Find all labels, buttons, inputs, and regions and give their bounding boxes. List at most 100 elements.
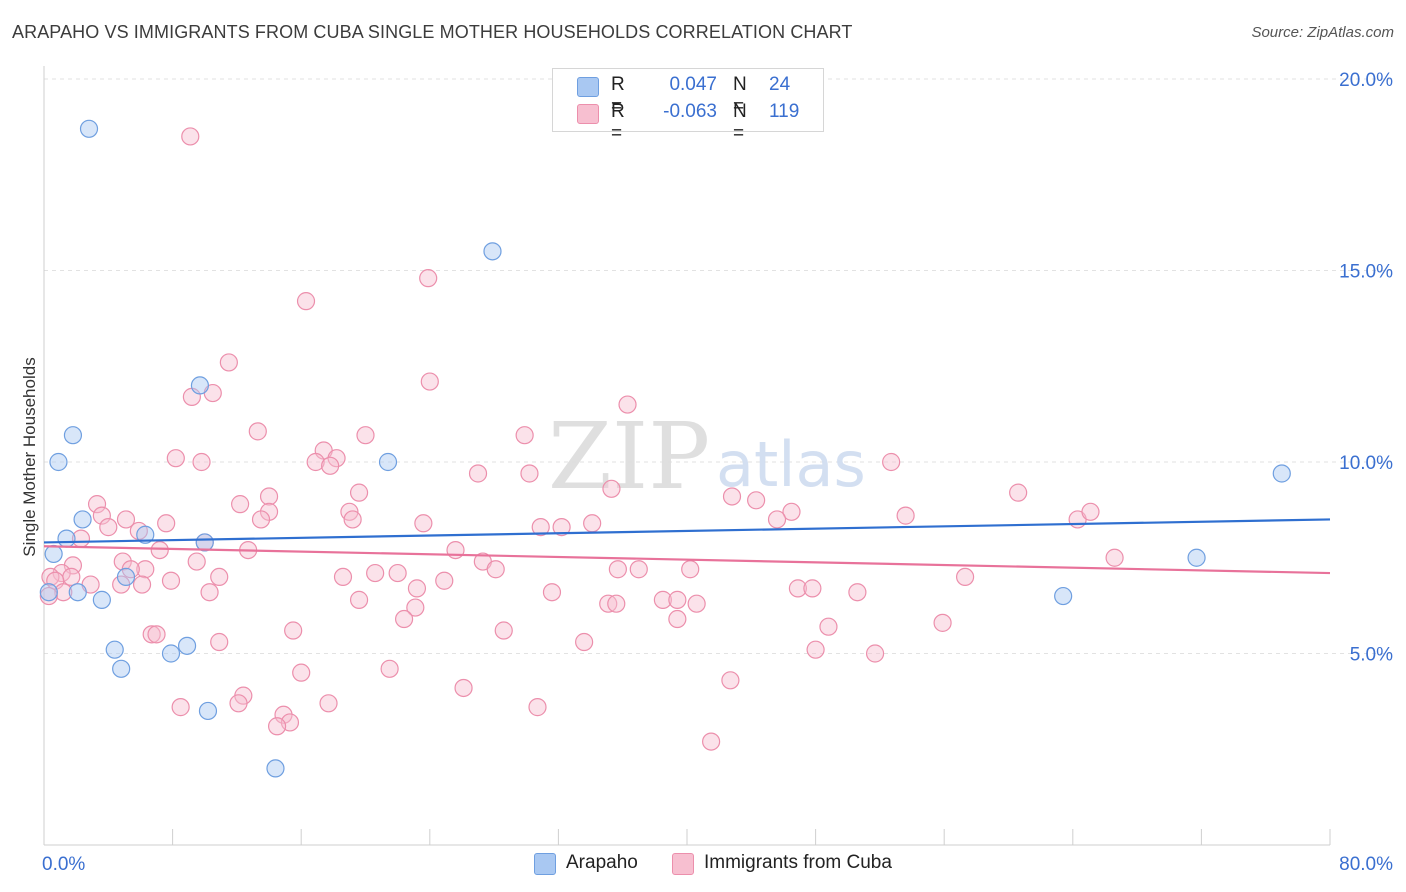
cuba-trend-line xyxy=(43,545,1331,575)
cuba-point xyxy=(486,560,505,579)
cuba-point xyxy=(933,613,952,632)
cuba-point xyxy=(251,510,271,529)
arapaho-point xyxy=(1054,586,1073,606)
cuba-point xyxy=(618,395,637,414)
gridlines xyxy=(44,78,1394,654)
legend-swatch-cuba xyxy=(672,853,694,875)
chart-title: ARAPAHO VS IMMIGRANTS FROM CUBA SINGLE M… xyxy=(12,22,853,42)
cuba-point xyxy=(515,426,534,445)
axis-labels: 5.0% 10.0% 15.0% 20.0% 0.0% 80.0% Single Mothe… xyxy=(20,70,1393,875)
arapaho-point xyxy=(49,452,68,472)
axes xyxy=(43,66,1331,846)
cuba-point xyxy=(132,575,152,594)
cuba-point xyxy=(520,464,539,483)
arapaho-point xyxy=(190,376,210,395)
cuba-point xyxy=(1081,502,1100,521)
cuba-point xyxy=(848,583,867,602)
cuba-point xyxy=(229,694,248,713)
arapaho-point xyxy=(63,426,83,445)
cuba-point xyxy=(142,625,161,644)
arapaho-point xyxy=(44,544,63,564)
cuba-point xyxy=(147,625,166,644)
legend-swatch-arapaho xyxy=(577,77,599,97)
cuba-point xyxy=(161,571,181,590)
cuba-point xyxy=(420,372,439,391)
cuba-point xyxy=(528,698,547,717)
cuba-point xyxy=(150,540,169,560)
cuba-point xyxy=(1009,483,1028,502)
cuba-point xyxy=(219,353,238,372)
cuba-point xyxy=(136,560,155,579)
cuba-point xyxy=(668,609,687,629)
r-label: R = xyxy=(611,101,625,144)
r-label: R = xyxy=(611,74,625,117)
arapaho-point xyxy=(136,525,155,544)
cuba-point xyxy=(896,506,915,525)
arapaho-point xyxy=(57,529,76,548)
n-label: N = xyxy=(733,101,747,144)
arapaho-point xyxy=(161,644,181,663)
cuba-point xyxy=(366,563,385,583)
cuba-point xyxy=(349,590,369,609)
cuba-point xyxy=(116,510,136,529)
cuba-point xyxy=(210,567,229,587)
arapaho-point xyxy=(112,659,131,678)
cuba-point xyxy=(267,717,287,736)
n-value: 24 xyxy=(769,74,791,95)
cuba-point xyxy=(607,594,626,613)
cuba-point xyxy=(702,732,721,751)
cuba-point xyxy=(608,560,627,579)
cuba-point xyxy=(865,644,885,663)
cuba-point xyxy=(575,632,594,652)
cuba-point xyxy=(356,426,375,445)
cuba-point xyxy=(248,422,267,441)
cuba-point xyxy=(333,567,353,587)
cuba-point xyxy=(788,579,808,598)
cuba-point xyxy=(210,632,229,652)
arapaho-point xyxy=(116,567,136,587)
y-axis-label: Single Mother Households xyxy=(20,357,39,556)
cuba-point xyxy=(166,449,185,468)
cuba-point xyxy=(200,583,219,602)
cuba-point xyxy=(454,678,473,698)
watermark-zip: ZIP xyxy=(548,403,710,510)
legend-label: Arapaho xyxy=(566,852,638,873)
cuba-point xyxy=(681,560,700,579)
cuba-point xyxy=(468,464,488,483)
legend-swatch-cuba xyxy=(577,104,599,124)
n-value: 119 xyxy=(769,101,800,122)
x-tick-label: 0.0% xyxy=(42,854,85,875)
cuba-point xyxy=(306,452,325,472)
n-label: N = xyxy=(733,74,747,117)
cuba-point xyxy=(955,567,975,587)
cuba-point xyxy=(767,510,787,529)
cuba-point xyxy=(171,698,190,717)
cuba-point xyxy=(181,127,200,146)
cuba-point xyxy=(494,621,513,640)
cuba-point xyxy=(552,518,571,537)
source-label: Source: ZipAtlas.com xyxy=(1251,24,1394,41)
cuba-point xyxy=(653,590,672,609)
arapaho-point xyxy=(483,242,502,261)
cuba-point xyxy=(722,487,742,506)
cuba-point xyxy=(583,514,602,533)
arapaho-point xyxy=(1187,548,1206,567)
cuba-point xyxy=(1105,548,1124,567)
cuba-point xyxy=(296,292,316,311)
stats-legend: R = 0.047 N = 24 R = -0.063 N = 119 xyxy=(552,68,824,144)
cuba-point xyxy=(349,483,369,502)
cuba-point xyxy=(782,502,801,521)
cuba-point xyxy=(259,487,279,506)
cuba-point xyxy=(380,659,399,678)
cuba-point xyxy=(319,694,338,713)
watermark: ZIP atlas xyxy=(548,403,866,510)
cuba-point xyxy=(819,617,838,636)
cuba-point xyxy=(99,518,118,537)
cuba-point xyxy=(882,452,901,472)
cuba-point xyxy=(192,452,211,472)
cuba-point xyxy=(54,583,73,602)
cuba-point xyxy=(394,609,414,629)
y-tick-label: 20.0% xyxy=(1339,70,1393,91)
cuba-point xyxy=(92,506,111,525)
